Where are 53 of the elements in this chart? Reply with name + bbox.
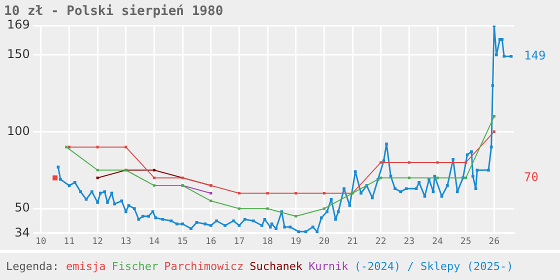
point bbox=[152, 184, 156, 187]
x-tick-label: 18 bbox=[262, 236, 273, 247]
legend-title: Legenda: bbox=[6, 260, 59, 273]
point bbox=[436, 176, 439, 180]
text: Kurnik bbox=[308, 260, 348, 273]
y-tick-label: 150 bbox=[7, 46, 30, 61]
point bbox=[96, 176, 99, 180]
text: 149 bbox=[524, 48, 546, 62]
x-tick-label: 19 bbox=[290, 236, 302, 247]
text: 70 bbox=[524, 170, 538, 184]
x-tick-label: 13 bbox=[120, 236, 132, 247]
point bbox=[124, 146, 128, 148]
text: Parchimowicz bbox=[164, 260, 244, 273]
text: emisja bbox=[66, 260, 106, 273]
x-tick-label: 25 bbox=[460, 236, 472, 247]
point bbox=[492, 115, 496, 118]
point bbox=[380, 176, 382, 180]
text: (-2024) / Sklepy (2025-) bbox=[354, 260, 514, 273]
point bbox=[96, 146, 99, 148]
point bbox=[238, 207, 240, 210]
chart-title: 10 zł - Polski sierpień 1980 bbox=[4, 4, 224, 20]
x-tick-label: 26 bbox=[488, 236, 500, 247]
point bbox=[210, 192, 212, 194]
point bbox=[65, 146, 68, 148]
x-tick-label: 17 bbox=[234, 236, 245, 247]
x-tick-label: 10 bbox=[35, 236, 46, 247]
point bbox=[380, 161, 382, 164]
point bbox=[96, 168, 99, 172]
x-tick-label: 11 bbox=[64, 236, 75, 247]
y-tick-label: 50 bbox=[14, 200, 30, 215]
point bbox=[408, 176, 410, 180]
x-tick-label: 16 bbox=[205, 236, 216, 247]
x-tick-label: 21 bbox=[347, 236, 358, 247]
point bbox=[464, 176, 468, 180]
point bbox=[152, 176, 156, 180]
y-tick-label: 169 bbox=[7, 18, 30, 32]
x-tick-label: 23 bbox=[404, 236, 415, 247]
x-tick-label: 20 bbox=[318, 236, 330, 247]
x-tick-label: 15 bbox=[177, 236, 188, 247]
x-tick-label: 12 bbox=[92, 236, 103, 247]
point bbox=[152, 168, 156, 172]
x-tick-label: 22 bbox=[375, 236, 386, 247]
y-tick-label: 100 bbox=[7, 124, 30, 138]
point bbox=[266, 207, 269, 210]
point bbox=[492, 130, 496, 133]
point bbox=[210, 200, 212, 202]
text: Fischer bbox=[112, 260, 158, 273]
point bbox=[181, 176, 184, 180]
x-tick-label: 24 bbox=[432, 236, 443, 247]
point bbox=[322, 207, 326, 210]
x-tick-label: 14 bbox=[148, 236, 160, 247]
y-tick-label: 34 bbox=[14, 225, 30, 240]
text: Suchanek bbox=[250, 260, 303, 273]
